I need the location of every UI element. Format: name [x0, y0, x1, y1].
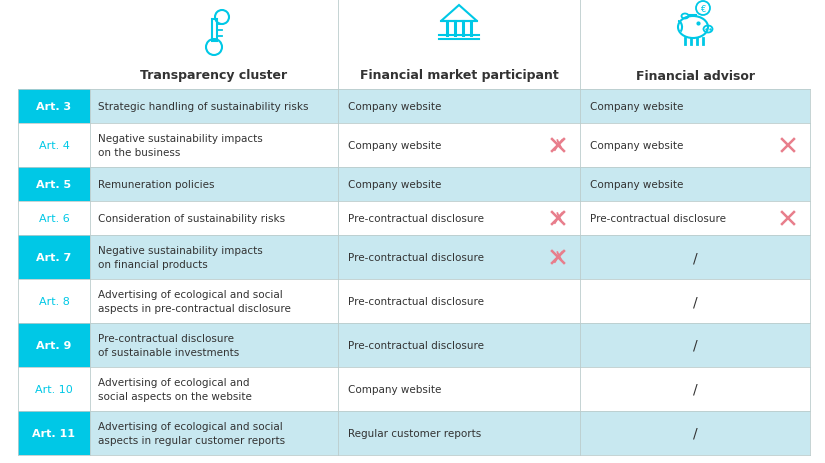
- Text: ✗: ✗: [551, 210, 565, 227]
- Text: Company website: Company website: [590, 141, 683, 150]
- Bar: [18, 168, 90, 201]
- Bar: [90, 279, 810, 323]
- Text: Consideration of sustainability risks: Consideration of sustainability risks: [98, 213, 285, 224]
- Bar: [90, 367, 810, 411]
- Text: /: /: [693, 426, 697, 440]
- Text: Advertising of ecological and
social aspects on the website: Advertising of ecological and social asp…: [98, 378, 252, 401]
- Text: Pre-contractual disclosure: Pre-contractual disclosure: [348, 296, 484, 307]
- Text: Financial advisor: Financial advisor: [635, 69, 755, 82]
- Text: Pre-contractual disclosure
of sustainable investments: Pre-contractual disclosure of sustainabl…: [98, 334, 239, 357]
- Text: Company website: Company website: [348, 180, 441, 189]
- Bar: [18, 124, 90, 168]
- Bar: [90, 236, 810, 279]
- Text: Company website: Company website: [348, 141, 441, 150]
- Text: Pre-contractual disclosure: Pre-contractual disclosure: [348, 340, 484, 350]
- Bar: [18, 367, 90, 411]
- Bar: [211, 20, 216, 42]
- Text: Company website: Company website: [590, 180, 683, 189]
- Text: Transparency cluster: Transparency cluster: [140, 69, 288, 82]
- Bar: [90, 323, 810, 367]
- Text: /: /: [693, 250, 697, 264]
- Bar: [18, 411, 90, 455]
- Bar: [90, 124, 810, 168]
- Text: /: /: [693, 294, 697, 308]
- Text: Art. 9: Art. 9: [36, 340, 72, 350]
- Bar: [90, 411, 810, 455]
- Text: Art. 6: Art. 6: [39, 213, 69, 224]
- Text: ✗: ✗: [551, 137, 565, 155]
- Text: ✗: ✗: [551, 249, 565, 266]
- Text: Company website: Company website: [590, 102, 683, 112]
- Text: Art. 10: Art. 10: [35, 384, 73, 394]
- Text: Art. 7: Art. 7: [36, 252, 72, 263]
- Text: Art. 11: Art. 11: [32, 428, 76, 438]
- Text: Negative sustainability impacts
on financial products: Negative sustainability impacts on finan…: [98, 246, 262, 269]
- Text: Financial market participant: Financial market participant: [360, 69, 559, 82]
- Text: Strategic handling of sustainability risks: Strategic handling of sustainability ris…: [98, 102, 309, 112]
- Text: Advertising of ecological and social
aspects in pre-contractual disclosure: Advertising of ecological and social asp…: [98, 290, 291, 313]
- Text: Art. 3: Art. 3: [36, 102, 72, 112]
- Text: Negative sustainability impacts
on the business: Negative sustainability impacts on the b…: [98, 134, 262, 157]
- Bar: [18, 90, 90, 124]
- Text: Pre-contractual disclosure: Pre-contractual disclosure: [590, 213, 726, 224]
- Bar: [90, 168, 810, 201]
- Text: /: /: [693, 338, 697, 352]
- Text: Pre-contractual disclosure: Pre-contractual disclosure: [348, 252, 484, 263]
- Bar: [18, 323, 90, 367]
- Text: Pre-contractual disclosure: Pre-contractual disclosure: [348, 213, 484, 224]
- Text: Regular customer reports: Regular customer reports: [348, 428, 481, 438]
- Text: Company website: Company website: [348, 102, 441, 112]
- Text: Remuneration policies: Remuneration policies: [98, 180, 214, 189]
- Bar: [90, 201, 810, 236]
- Bar: [18, 236, 90, 279]
- Text: €: €: [700, 5, 705, 13]
- Text: Advertising of ecological and social
aspects in regular customer reports: Advertising of ecological and social asp…: [98, 421, 285, 444]
- Text: Company website: Company website: [348, 384, 441, 394]
- Text: Art. 8: Art. 8: [39, 296, 69, 307]
- Text: /: /: [693, 382, 697, 396]
- Bar: [18, 279, 90, 323]
- Text: Art. 5: Art. 5: [36, 180, 72, 189]
- Text: Art. 4: Art. 4: [39, 141, 69, 150]
- Bar: [90, 90, 810, 124]
- Bar: [18, 201, 90, 236]
